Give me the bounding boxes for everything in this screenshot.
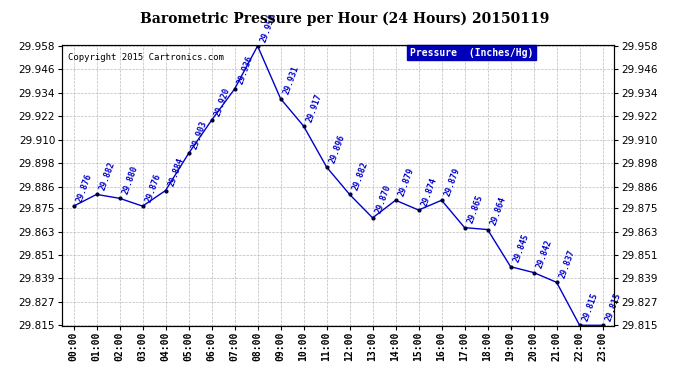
- Text: 29.845: 29.845: [512, 232, 531, 264]
- Text: Pressure  (Inches/Hg): Pressure (Inches/Hg): [410, 48, 533, 58]
- Text: 29.865: 29.865: [466, 194, 484, 225]
- Text: 29.896: 29.896: [328, 133, 346, 164]
- Text: 29.815: 29.815: [581, 291, 600, 322]
- Text: 29.874: 29.874: [420, 176, 439, 207]
- Text: 29.931: 29.931: [282, 64, 301, 96]
- Text: 29.882: 29.882: [351, 160, 370, 192]
- Text: 29.837: 29.837: [558, 248, 577, 279]
- Text: Copyright 2015 Cartronics.com: Copyright 2015 Cartronics.com: [68, 54, 224, 62]
- Text: 29.815: 29.815: [604, 291, 622, 322]
- Text: 29.936: 29.936: [236, 55, 255, 86]
- Text: Barometric Pressure per Hour (24 Hours) 20150119: Barometric Pressure per Hour (24 Hours) …: [140, 11, 550, 26]
- Text: 29.880: 29.880: [121, 164, 139, 195]
- Text: 29.917: 29.917: [305, 92, 324, 123]
- Text: 29.958: 29.958: [259, 12, 277, 43]
- Text: 29.870: 29.870: [374, 184, 393, 215]
- Text: 29.864: 29.864: [489, 195, 508, 227]
- Text: 29.842: 29.842: [535, 238, 553, 270]
- Text: 29.903: 29.903: [190, 119, 208, 151]
- Text: 29.876: 29.876: [75, 172, 94, 203]
- Text: 29.879: 29.879: [397, 166, 415, 198]
- Text: 29.920: 29.920: [213, 86, 232, 117]
- Text: 29.882: 29.882: [98, 160, 117, 192]
- Text: 29.879: 29.879: [443, 166, 462, 198]
- Text: 29.876: 29.876: [144, 172, 163, 203]
- Text: 29.884: 29.884: [167, 156, 186, 188]
